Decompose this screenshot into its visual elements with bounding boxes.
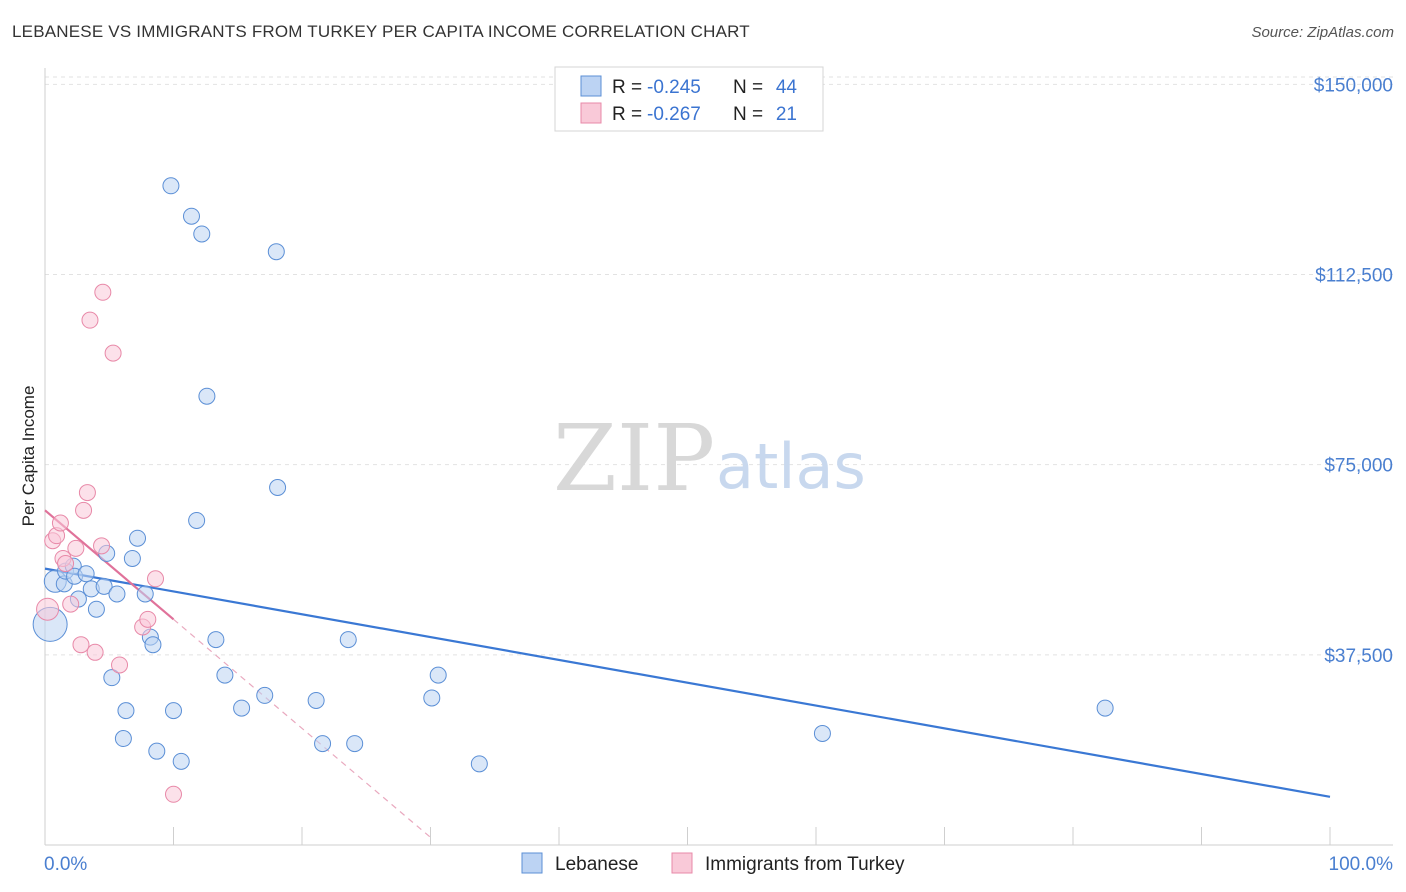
point-lebanese	[129, 529, 147, 547]
point-lebanese	[207, 631, 225, 649]
legend-n-value-2: 21	[776, 104, 797, 125]
point-lebanese	[193, 225, 211, 243]
legend-n-label-1: N =	[733, 77, 763, 98]
y-tick-label: $112,500	[1315, 266, 1393, 287]
point-lebanese	[1096, 699, 1114, 717]
legend-r-value-1: -0.245	[647, 77, 701, 98]
bottom-legend-lebanese: Lebanese	[555, 854, 638, 875]
point-lebanese	[339, 631, 357, 649]
point-turkey	[78, 484, 96, 502]
point-lebanese	[346, 735, 364, 753]
point-lebanese	[182, 207, 200, 225]
point-lebanese	[165, 702, 182, 720]
point-lebanese	[123, 549, 141, 567]
point-turkey	[93, 537, 111, 555]
legend-swatch-lebanese	[580, 75, 602, 97]
trend-line-lebanese	[44, 567, 1331, 798]
point-turkey	[111, 656, 129, 674]
point-lebanese	[144, 636, 162, 654]
legend-r-value-2: -0.267	[647, 104, 701, 125]
y-tick-label: $75,000	[1324, 456, 1393, 477]
point-lebanese	[188, 511, 206, 529]
legend-n-label-2: N =	[733, 104, 763, 125]
y-tick-label: $37,500	[1324, 646, 1393, 667]
point-turkey	[86, 643, 104, 661]
point-turkey	[75, 501, 93, 519]
point-turkey	[57, 555, 75, 573]
point-lebanese	[216, 666, 234, 684]
point-lebanese	[117, 702, 135, 720]
legend-swatch-turkey	[580, 102, 602, 124]
point-lebanese	[103, 669, 121, 687]
point-lebanese	[162, 177, 180, 195]
point-lebanese	[470, 755, 488, 773]
point-turkey	[94, 283, 112, 301]
watermark-atlas: atlas	[716, 430, 866, 503]
point-lebanese	[267, 243, 285, 261]
point-lebanese	[314, 735, 332, 753]
legend-r-label-2: R =	[612, 104, 642, 125]
point-lebanese	[136, 585, 154, 603]
point-lebanese	[198, 387, 216, 405]
point-lebanese	[172, 752, 190, 770]
x-tick-label-max: 100.0%	[1329, 854, 1394, 875]
point-lebanese	[148, 742, 166, 760]
point-lebanese	[77, 565, 95, 583]
point-turkey	[81, 311, 99, 329]
point-lebanese	[256, 686, 274, 704]
y-tick-label: $150,000	[1314, 75, 1393, 96]
point-lebanese	[87, 600, 105, 618]
source-label: Source: ZipAtlas.com	[1251, 24, 1394, 41]
watermark-zip: ZIP	[553, 405, 715, 512]
legend-r-label-1: R =	[612, 77, 642, 98]
point-lebanese	[307, 691, 325, 709]
point-turkey	[139, 610, 157, 628]
point-lebanese	[423, 689, 441, 707]
bottom-legend-swatch-lebanese	[521, 852, 543, 874]
stats-legend: R = -0.245 N = 44 R = -0.267 N = 21	[554, 66, 824, 132]
point-lebanese	[813, 724, 831, 742]
point-turkey	[51, 514, 69, 532]
chart-title: LEBANESE VS IMMIGRANTS FROM TURKEY PER C…	[12, 22, 750, 41]
point-turkey	[165, 785, 182, 803]
point-lebanese	[114, 730, 132, 748]
series-legend: Lebanese Immigrants from Turkey	[521, 852, 905, 875]
point-lebanese	[95, 577, 113, 595]
x-tick-label-min: 0.0%	[44, 854, 87, 875]
point-turkey	[62, 595, 80, 613]
point-lebanese	[429, 666, 447, 684]
point-turkey	[72, 636, 90, 654]
point-lebanese	[233, 699, 251, 717]
point-lebanese	[269, 478, 287, 496]
point-turkey	[36, 597, 60, 621]
point-lebanese	[108, 585, 126, 603]
trend-line-extension-turkey	[173, 618, 431, 838]
bottom-legend-swatch-turkey	[671, 852, 693, 874]
point-turkey	[104, 344, 122, 362]
point-turkey	[67, 539, 85, 557]
point-turkey	[147, 570, 165, 588]
legend-n-value-1: 44	[776, 77, 798, 98]
bottom-legend-turkey: Immigrants from Turkey	[705, 854, 905, 875]
y-axis-label: Per Capita Income	[19, 386, 38, 527]
